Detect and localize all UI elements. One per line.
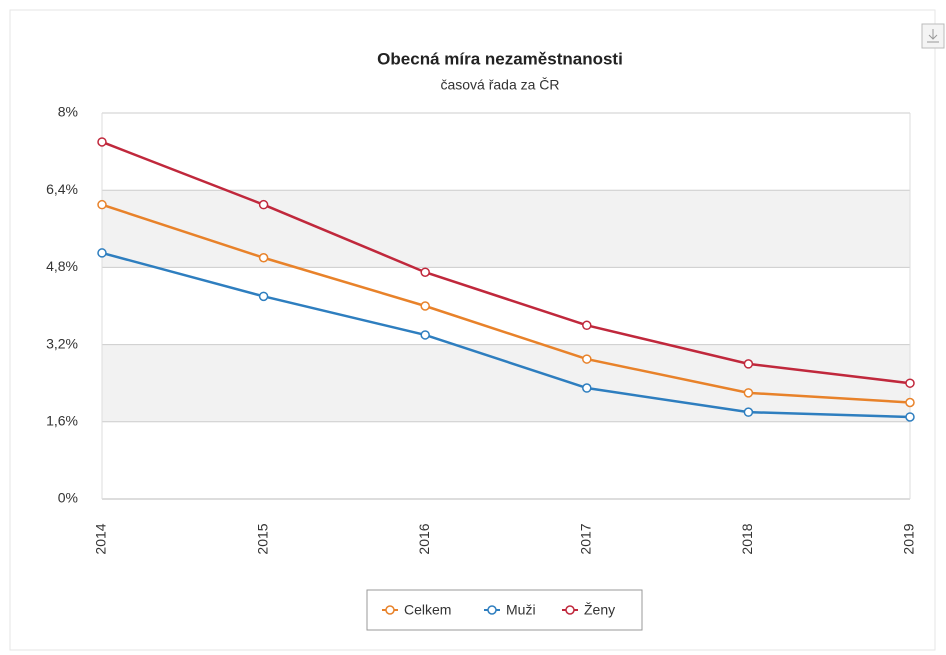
- legend-label: Celkem: [404, 602, 451, 618]
- x-tick-label: 2015: [254, 523, 270, 554]
- legend: Celkem Muži Ženy: [366, 589, 643, 631]
- legend-marker: [565, 605, 575, 615]
- point-marker: [743, 407, 754, 417]
- point-marker: [905, 412, 915, 422]
- export-icon[interactable]: [927, 29, 939, 43]
- point-marker: [743, 359, 754, 369]
- legend-marker: [385, 605, 395, 615]
- legend-label: Ženy: [584, 602, 615, 618]
- point-marker: [743, 388, 754, 398]
- point-marker: [420, 330, 430, 340]
- chart-subtitle: časová řada za ČR: [440, 77, 559, 93]
- point-marker: [582, 383, 592, 393]
- x-tick-label: 2014: [93, 523, 109, 554]
- point-marker: [582, 320, 592, 331]
- chart-title: Obecná míra nezaměstnanosti: [377, 49, 623, 68]
- plot-band: [102, 190, 910, 268]
- y-tick-label: 8%: [58, 104, 78, 120]
- series-line: [101, 251, 911, 419]
- export-button[interactable]: [921, 23, 945, 49]
- legend-box: [366, 589, 643, 631]
- point-marker: [258, 291, 269, 302]
- x-tick-label: 2016: [416, 523, 432, 554]
- legend-marker: [487, 605, 497, 615]
- plot-band: [102, 344, 910, 422]
- point-marker: [258, 199, 269, 210]
- y-tick-label: 6,4%: [46, 181, 78, 197]
- point-marker: [420, 267, 430, 277]
- y-tick-label: 0%: [58, 490, 78, 506]
- point-marker: [582, 354, 592, 364]
- legend-label: Muži: [506, 602, 536, 618]
- point-marker: [97, 199, 107, 210]
- x-tick-label: 2019: [901, 523, 917, 554]
- y-tick-label: 1,6%: [46, 413, 78, 429]
- point-marker: [97, 248, 107, 258]
- y-tick-label: 3,2%: [46, 335, 78, 351]
- point-marker: [905, 397, 915, 408]
- point-marker: [97, 137, 107, 147]
- x-tick-label: 2017: [578, 523, 594, 554]
- x-tick-label: 2018: [739, 523, 755, 554]
- y-tick-label: 4,8%: [46, 258, 78, 274]
- point-marker: [420, 301, 430, 311]
- series-line: [101, 203, 911, 404]
- chart-frame: [9, 9, 936, 651]
- point-marker: [258, 253, 269, 263]
- series-line: [101, 140, 911, 385]
- point-marker: [905, 378, 915, 388]
